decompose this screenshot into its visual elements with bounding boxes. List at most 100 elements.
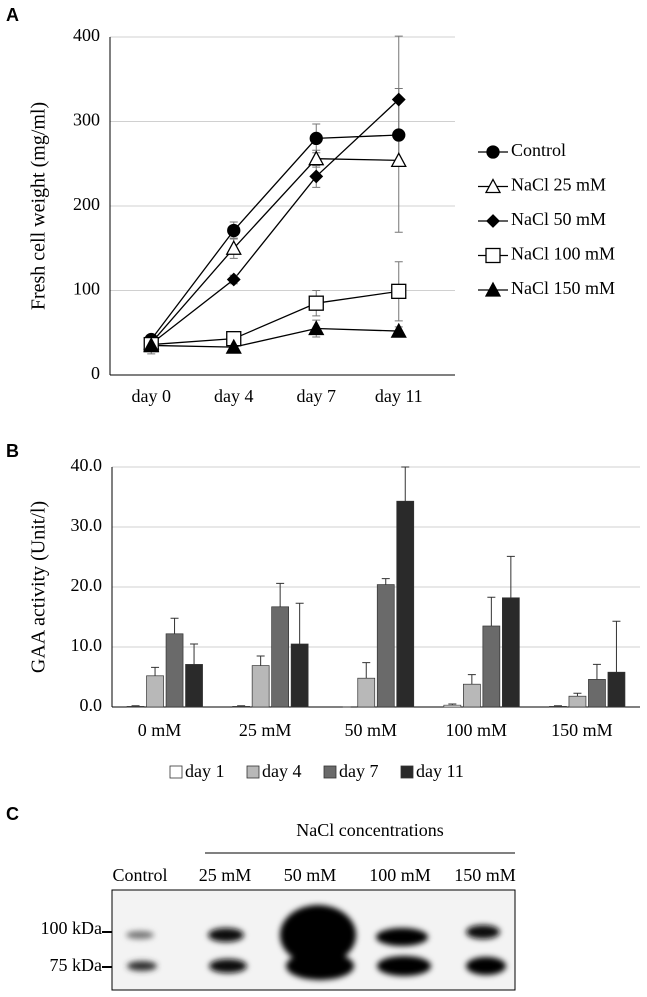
- legend-swatch: [400, 765, 414, 779]
- error-bar: [190, 643, 199, 665]
- legend-label: NaCl 25 mM: [511, 175, 606, 195]
- legend-label: Control: [511, 140, 566, 160]
- error-bar: [487, 596, 496, 626]
- legend-label: NaCl 100 mM: [511, 244, 615, 264]
- bar: [376, 584, 395, 708]
- series-line: [150, 99, 400, 345]
- marker: [309, 169, 324, 184]
- x-tick-label: 150 mM: [551, 720, 613, 740]
- mw-marker: 75 kDa: [50, 955, 103, 975]
- legend-label: NaCl 150 mM: [511, 278, 615, 298]
- bar: [396, 500, 415, 708]
- marker: [485, 247, 501, 264]
- x-tick-label: 25 mM: [239, 720, 292, 740]
- legend-label: day 1: [185, 761, 225, 781]
- marker: [226, 272, 241, 287]
- y-tick-label: 200: [73, 194, 100, 214]
- marker: [392, 128, 406, 142]
- band: [208, 928, 244, 942]
- series-line: [151, 290, 399, 346]
- legend-label: day 11: [416, 761, 464, 781]
- blot-panel: NaCl concentrations Control 25 mM 50 mM …: [41, 820, 516, 991]
- bar: [165, 633, 184, 708]
- bar: [251, 665, 270, 708]
- lane-label: 100 mM: [369, 865, 431, 885]
- series-line: [150, 158, 399, 344]
- bar: [290, 643, 309, 708]
- y-tick-label: 0.0: [80, 695, 103, 715]
- band: [377, 956, 431, 976]
- bar: [126, 706, 145, 708]
- marker: [308, 320, 325, 336]
- lane-label: 50 mM: [284, 865, 337, 885]
- legend-label: day 4: [262, 761, 302, 781]
- panel-label: B: [6, 441, 19, 461]
- bar: [463, 683, 481, 708]
- blot-title: NaCl concentrations: [296, 820, 443, 840]
- lane-label: 25 mM: [199, 865, 252, 885]
- band: [126, 931, 154, 939]
- marker: [309, 131, 323, 146]
- x-tick-label: day 11: [375, 386, 423, 406]
- error-bar: [592, 663, 601, 680]
- y-tick-label: 20.0: [71, 575, 103, 595]
- bar: [588, 679, 606, 708]
- x-tick-label: day 7: [297, 386, 337, 406]
- bar: [568, 695, 587, 708]
- lane-label: Control: [112, 865, 167, 885]
- y-tick-label: 100: [73, 279, 100, 299]
- error-bar: [237, 705, 246, 707]
- bar: [607, 671, 626, 708]
- lane-label: 150 mM: [454, 865, 516, 885]
- marker: [225, 338, 242, 354]
- mw-marker: 100 kDa: [41, 918, 103, 938]
- error-bar: [256, 655, 265, 666]
- error-bar: [276, 582, 285, 607]
- legend-label: day 7: [339, 761, 379, 781]
- y-tick-label: 40.0: [71, 455, 103, 475]
- legend-swatch: [323, 765, 337, 779]
- x-tick-label: 0 mM: [138, 720, 182, 740]
- error-bar: [131, 705, 140, 707]
- band: [127, 961, 157, 971]
- legend-swatch: [169, 765, 183, 779]
- error-bar: [401, 466, 410, 502]
- error-bar: [151, 666, 160, 676]
- legend-swatch: [246, 765, 260, 779]
- band: [286, 952, 354, 980]
- marker: [391, 283, 407, 299]
- y-tick-label: 400: [73, 25, 100, 45]
- y-tick-label: 10.0: [71, 635, 103, 655]
- error-bar: [612, 620, 621, 673]
- error-bar: [573, 692, 582, 697]
- bar: [482, 625, 501, 708]
- band: [209, 959, 247, 973]
- marker: [225, 239, 242, 255]
- y-axis-label: Fresh cell weight (mg/ml): [28, 102, 50, 310]
- marker: [484, 178, 502, 194]
- bar: [549, 706, 567, 708]
- band: [280, 905, 356, 965]
- x-tick-label: 100 mM: [446, 720, 508, 740]
- x-tick-label: day 4: [214, 386, 254, 406]
- legend-label: NaCl 50 mM: [511, 209, 606, 229]
- y-tick-label: 300: [73, 110, 100, 130]
- marker: [484, 281, 502, 297]
- error-bar: [506, 555, 515, 598]
- x-tick-label: day 0: [132, 386, 172, 406]
- series-line: [151, 327, 399, 348]
- x-tick-label: 50 mM: [344, 720, 397, 740]
- bar: [443, 704, 462, 708]
- bar: [146, 675, 164, 708]
- error-bar: [467, 674, 476, 685]
- error-bar: [381, 578, 390, 585]
- bar: [185, 664, 203, 708]
- marker: [486, 145, 500, 159]
- bar: [502, 597, 520, 708]
- bar: [232, 706, 250, 708]
- error-bar: [553, 705, 562, 707]
- y-tick-label: 0: [91, 363, 100, 383]
- marker: [390, 322, 407, 338]
- marker: [486, 214, 500, 228]
- marker: [308, 295, 324, 311]
